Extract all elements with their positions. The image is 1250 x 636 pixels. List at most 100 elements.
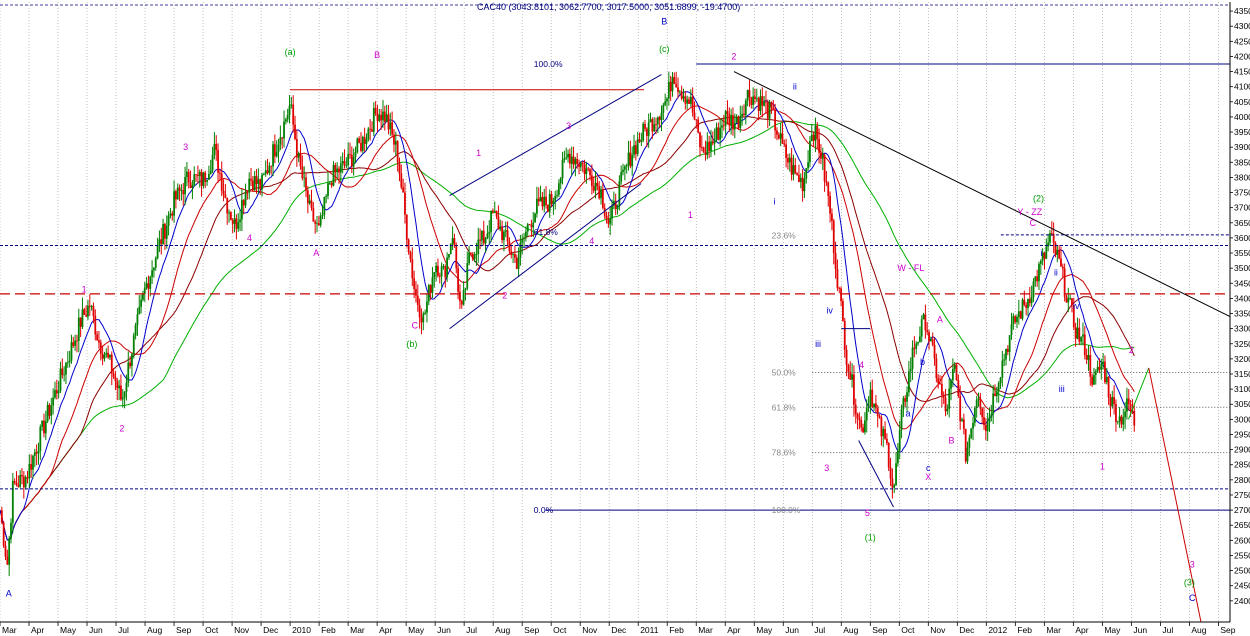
- candle-up-body: [202, 172, 205, 186]
- candle-up-body: [609, 218, 612, 224]
- chart-title: CAC40 (3043.8101, 3062.7700, 3017.5000, …: [477, 2, 740, 12]
- candle-up-body: [39, 426, 42, 451]
- trend-lines: [449, 71, 1231, 623]
- candle-down-body: [638, 139, 641, 142]
- candle-down-body: [983, 417, 985, 426]
- candle-up-body: [517, 257, 520, 269]
- wave-label: ii: [1054, 268, 1058, 278]
- candle-up-body: [618, 181, 621, 206]
- candle-down-body: [1091, 376, 1094, 385]
- candle-down-body: [699, 132, 701, 148]
- candle-up-body: [503, 231, 505, 241]
- candle-down-body: [913, 347, 916, 349]
- candle-up-body: [907, 371, 910, 393]
- candle-up-body: [997, 382, 1000, 392]
- y-tick-label: 2750: [1234, 490, 1250, 500]
- candle-up-body: [74, 340, 77, 346]
- candle-up-body: [1012, 316, 1015, 325]
- candle-up-body: [323, 196, 326, 215]
- candle-down-body: [215, 143, 218, 150]
- candle-up-body: [1096, 367, 1099, 372]
- candle-up-body: [211, 154, 214, 171]
- candle-up-body: [435, 265, 438, 273]
- candle-up-body: [739, 116, 742, 128]
- candle-up-body: [240, 200, 243, 220]
- candle-up-body: [44, 421, 47, 434]
- candle-up-body: [554, 195, 557, 201]
- candle-up-body: [59, 368, 62, 391]
- y-tick-label: 4300: [1234, 21, 1250, 31]
- candle-up-body: [191, 185, 194, 188]
- candle-down-body: [836, 268, 839, 288]
- candle-down-body: [695, 119, 698, 121]
- candle-down-body: [576, 158, 579, 165]
- candle-up-body: [462, 289, 465, 305]
- wave-label: 4: [589, 236, 594, 246]
- candle-down-body: [750, 97, 753, 105]
- wave-label: c: [926, 463, 931, 473]
- x-tick-label: Jul: [1162, 625, 1173, 635]
- candle-down-body: [856, 414, 859, 419]
- wave-label: 5: [865, 508, 870, 518]
- candle-up-body: [759, 96, 762, 111]
- candle-down-body: [885, 438, 888, 444]
- candle-down-body: [470, 252, 472, 254]
- candle-down-body: [748, 90, 751, 98]
- wave-label: 1: [82, 284, 87, 294]
- x-tick-label: Sep: [872, 625, 887, 635]
- candle-up-body: [103, 354, 106, 359]
- candle-down-body: [482, 230, 485, 244]
- candle-up-body: [1016, 316, 1018, 323]
- candle-down-body: [933, 344, 936, 359]
- x-tick-label: Jun: [785, 625, 799, 635]
- candle-up-body: [347, 154, 350, 166]
- x-tick-label: Feb: [321, 625, 336, 635]
- candle-down-body: [530, 224, 533, 228]
- candle-down-body: [794, 165, 797, 174]
- y-tick-label: 3450: [1234, 278, 1250, 288]
- candle-down-body: [160, 239, 163, 244]
- candle-up-body: [284, 119, 287, 122]
- candle-up-body: [1067, 298, 1070, 303]
- candle-down-body: [528, 224, 531, 226]
- y-tick-label: 3750: [1234, 188, 1250, 198]
- wave-label: (b): [406, 339, 417, 349]
- candle-up-body: [622, 169, 624, 172]
- candle-up-body: [710, 141, 712, 151]
- candle-up-body: [741, 113, 744, 117]
- candle-up-body: [37, 450, 40, 454]
- candle-up-body: [207, 174, 210, 180]
- candle-up-body: [686, 99, 689, 104]
- candle-up-body: [636, 139, 639, 155]
- x-tick-label: Oct: [553, 625, 567, 635]
- candle-up-body: [1126, 398, 1128, 412]
- candle-up-body: [968, 437, 971, 448]
- candle-up-body: [653, 124, 656, 132]
- candle-down-body: [510, 251, 513, 255]
- candle-down-body: [6, 556, 9, 565]
- candle-up-body: [548, 193, 551, 212]
- candle-up-body: [1100, 363, 1103, 370]
- candle-down-body: [246, 192, 249, 194]
- candle-up-body: [149, 276, 152, 289]
- candle-up-body: [440, 266, 443, 277]
- candle-down-body: [658, 117, 661, 120]
- y-tick-label: 3150: [1234, 369, 1250, 379]
- candle-down-body: [189, 182, 192, 188]
- candle-up-body: [898, 429, 901, 451]
- candle-up-body: [488, 231, 491, 234]
- candle-down-body: [420, 317, 423, 323]
- candle-down-body: [501, 226, 503, 241]
- candle-down-body: [197, 174, 199, 176]
- candle-up-body: [165, 225, 168, 239]
- candle-up-body: [768, 101, 771, 119]
- candle-up-body: [316, 223, 318, 224]
- candle-up-body: [667, 81, 670, 99]
- y-tick-label: 3950: [1234, 127, 1250, 137]
- y-tick-label: 3650: [1234, 218, 1250, 228]
- y-tick-label: 2400: [1234, 596, 1250, 606]
- wave-label: Y - ZZ: [1017, 207, 1042, 217]
- y-tick-label: 3900: [1234, 142, 1250, 152]
